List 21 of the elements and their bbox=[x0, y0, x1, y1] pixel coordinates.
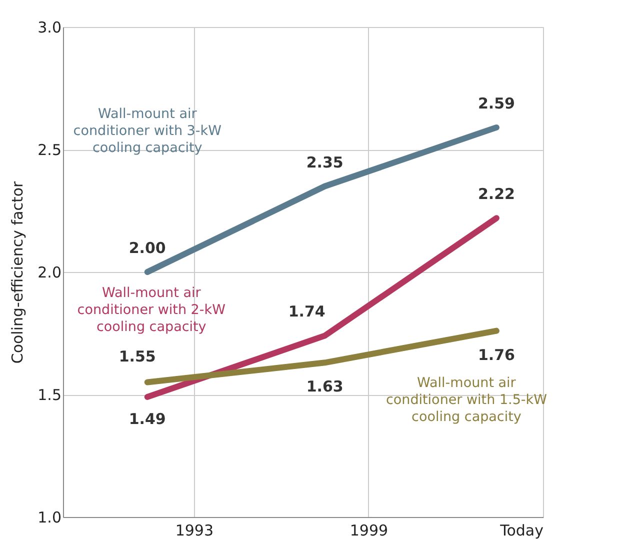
text: Wall-mount air conditioner with 3-kW cooling capacity bbox=[73, 106, 222, 156]
data-label: 1.76 bbox=[478, 346, 515, 364]
y-tick-label: 2.0 bbox=[38, 264, 62, 282]
x-tick-label: Today bbox=[499, 522, 544, 540]
x-tick-label: 1999 bbox=[350, 522, 388, 540]
data-label: 2.59 bbox=[478, 94, 515, 112]
data-label: 2.00 bbox=[128, 239, 166, 257]
data-label: 1.49 bbox=[128, 410, 166, 428]
data-label: 1.55 bbox=[118, 347, 156, 366]
x-tick-label: 1993 bbox=[175, 522, 214, 540]
data-label: 1.63 bbox=[306, 378, 344, 396]
series-label: Wall-mount air conditioner with 1.5-kW cooling capacity bbox=[386, 374, 547, 425]
y-tick-label: 2.5 bbox=[38, 141, 62, 159]
data-label: 2.35 bbox=[306, 153, 344, 172]
data-label: 1.74 bbox=[288, 302, 326, 321]
data-label: 2.22 bbox=[478, 185, 515, 204]
y-tick-label: 3.0 bbox=[38, 18, 62, 36]
y-axis-title: Cooling-efficiency factor bbox=[8, 180, 27, 364]
y-tick-label: 1.5 bbox=[38, 386, 62, 404]
y-tick-label: 1.0 bbox=[38, 508, 62, 526]
text: Wall-mount air conditioner with 2-kW cooling capacity bbox=[77, 284, 226, 335]
